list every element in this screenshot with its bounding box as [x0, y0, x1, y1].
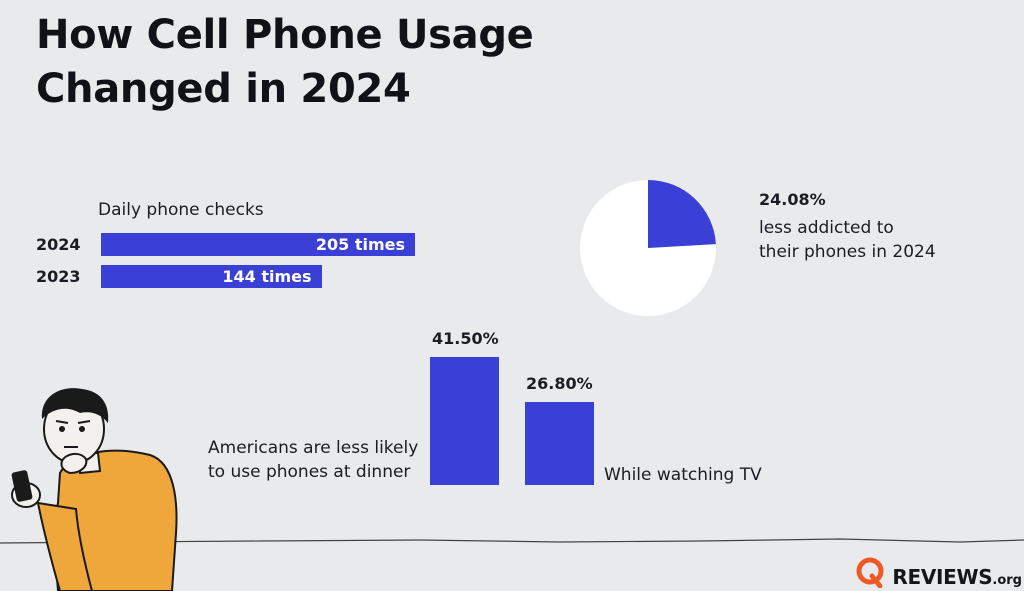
- dinner-caption: Americans are less likely to use phones …: [208, 436, 418, 484]
- pie-caption-line-1: less addicted to: [759, 218, 894, 238]
- addiction-pie-chart: [580, 180, 716, 316]
- pie-highlight-slice: [648, 180, 716, 248]
- person-thinking-with-phone-icon: [11, 388, 178, 591]
- reviews-logo: REVIEWS .org: [854, 552, 1022, 589]
- logo-tld-text: .org: [992, 573, 1022, 588]
- year-label-2024: 2024: [36, 235, 81, 254]
- phone-checks-bar-2023: 144 times: [101, 265, 322, 288]
- phone-checks-value-2024: 205 times: [315, 235, 405, 254]
- dinner-bar: [430, 357, 499, 485]
- phone-checks-value-2023: 144 times: [222, 267, 312, 286]
- logo-brand-text: REVIEWS: [892, 565, 993, 589]
- pie-percent-label: 24.08%: [759, 190, 826, 209]
- pie-caption-line-2: their phones in 2024: [759, 242, 936, 262]
- title-line-1: How Cell Phone Usage: [36, 12, 534, 58]
- pie-caption: less addicted to their phones in 2024: [759, 216, 936, 264]
- phone-checks-label: Daily phone checks: [98, 200, 264, 220]
- phone-checks-bar-2024: 205 times: [101, 233, 415, 256]
- q-logo-icon: [856, 557, 884, 588]
- tv-bar: [525, 402, 594, 485]
- year-label-2023: 2023: [36, 267, 81, 286]
- dinner-bar-value-label: 41.50%: [432, 329, 499, 348]
- title-line-2: Changed in 2024: [36, 66, 411, 112]
- dinner-caption-line-1: Americans are less likely: [208, 438, 419, 458]
- tv-bar-caption: While watching TV: [604, 465, 762, 485]
- page-title: How Cell Phone Usage Changed in 2024: [36, 8, 534, 116]
- dinner-caption-line-2: to use phones at dinner: [208, 462, 411, 482]
- tv-bar-value-label: 26.80%: [526, 374, 593, 394]
